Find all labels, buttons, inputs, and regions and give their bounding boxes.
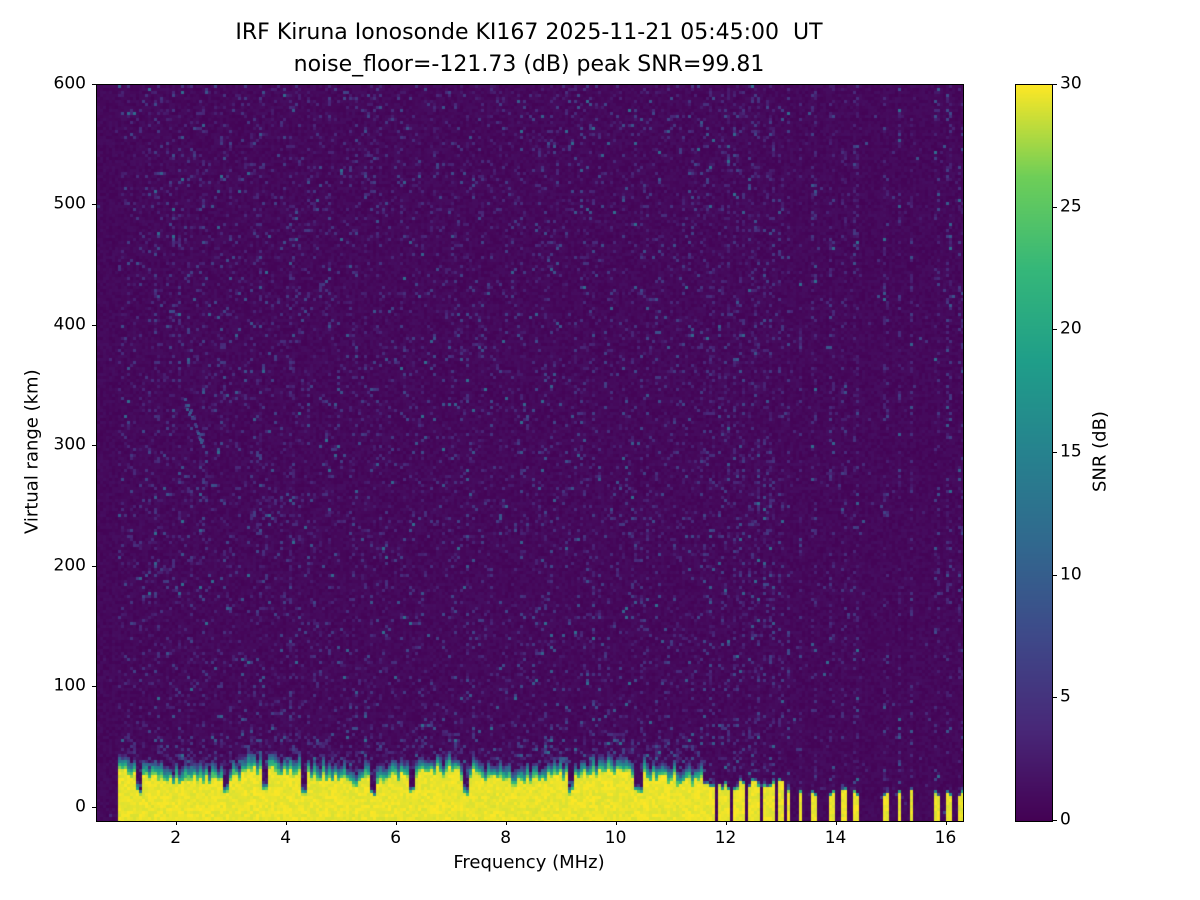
y-tick-mark [92, 204, 96, 206]
colorbar-tick-label: 20 [1060, 318, 1082, 339]
colorbar-tick-label: 5 [1060, 686, 1071, 707]
y-tick-label: 0 [75, 796, 86, 817]
x-tick-mark [615, 821, 617, 825]
colorbar-tick-mark [1053, 574, 1057, 576]
colorbar-tick-label: 15 [1060, 441, 1082, 462]
y-axis-label: Virtual range (km) [21, 369, 43, 535]
colorbar-tick-mark [1053, 206, 1057, 208]
y-tick-label: 300 [53, 434, 86, 455]
x-tick-label: 12 [714, 828, 737, 848]
x-tick-label: 10 [604, 828, 627, 848]
colorbar-tick-label: 0 [1060, 809, 1071, 830]
y-tick-label: 500 [53, 193, 86, 214]
figure-title: IRF Kiruna Ionosonde KI167 2025-11-21 05… [235, 20, 823, 45]
x-tick-mark [395, 821, 397, 825]
x-tick-label: 8 [500, 828, 512, 848]
colorbar-tick-mark [1053, 329, 1057, 331]
x-tick-label: 2 [170, 828, 182, 848]
colorbar-gradient [1016, 85, 1052, 821]
y-tick-label: 200 [53, 555, 86, 576]
colorbar-tick-mark [1053, 452, 1057, 453]
y-tick-label: 400 [53, 314, 86, 335]
x-tick-mark [945, 821, 947, 825]
plot-area [96, 84, 964, 822]
x-tick-mark [505, 821, 507, 825]
x-tick-label: 6 [390, 828, 402, 848]
x-tick-mark [175, 821, 177, 825]
x-axis-label: Frequency (MHz) [453, 852, 605, 873]
x-tick-label: 4 [280, 828, 292, 848]
figure-subtitle: noise_floor=-121.73 (dB) peak SNR=99.81 [293, 52, 765, 77]
y-tick-mark [92, 686, 96, 688]
y-tick-label: 600 [53, 73, 86, 94]
colorbar-tick-label: 10 [1060, 564, 1082, 585]
colorbar [1015, 84, 1053, 822]
y-tick-mark [92, 565, 96, 567]
colorbar-tick-mark [1053, 697, 1057, 699]
colorbar-tick-label: 25 [1060, 196, 1082, 217]
y-tick-mark [92, 324, 96, 326]
x-tick-mark [725, 821, 727, 825]
colorbar-tick-label: 30 [1060, 73, 1082, 94]
y-tick-mark [92, 806, 96, 808]
x-tick-label: 16 [934, 828, 957, 848]
x-tick-label: 14 [824, 828, 847, 848]
colorbar-label: SNR (dB) [1089, 411, 1111, 493]
colorbar-tick-mark [1053, 84, 1057, 85]
x-tick-mark [835, 821, 837, 825]
y-tick-label: 100 [53, 675, 86, 696]
y-tick-mark [92, 84, 96, 85]
colorbar-tick-mark [1053, 820, 1057, 821]
x-tick-mark [285, 821, 287, 825]
y-tick-mark [92, 445, 96, 447]
ionogram-heatmap [97, 85, 963, 821]
